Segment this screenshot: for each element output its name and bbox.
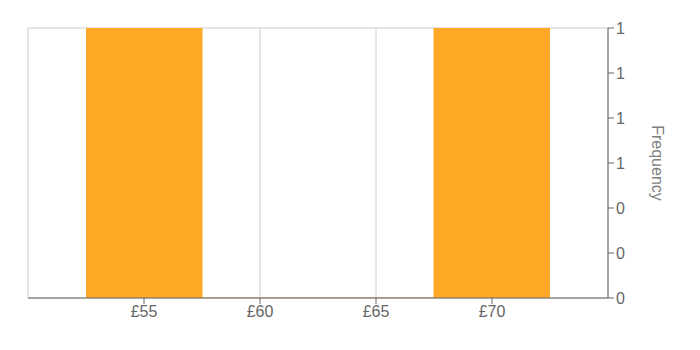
svg-text:£65: £65	[363, 303, 390, 320]
svg-text:1: 1	[616, 110, 625, 127]
svg-text:1: 1	[616, 20, 625, 37]
svg-text:1: 1	[616, 65, 625, 82]
svg-text:1: 1	[616, 155, 625, 172]
svg-text:£60: £60	[247, 303, 274, 320]
svg-text:0: 0	[616, 200, 625, 217]
svg-text:0: 0	[616, 290, 625, 307]
svg-text:Frequency: Frequency	[649, 125, 666, 201]
svg-text:0: 0	[616, 245, 625, 262]
svg-text:£70: £70	[479, 303, 506, 320]
svg-text:£55: £55	[131, 303, 158, 320]
